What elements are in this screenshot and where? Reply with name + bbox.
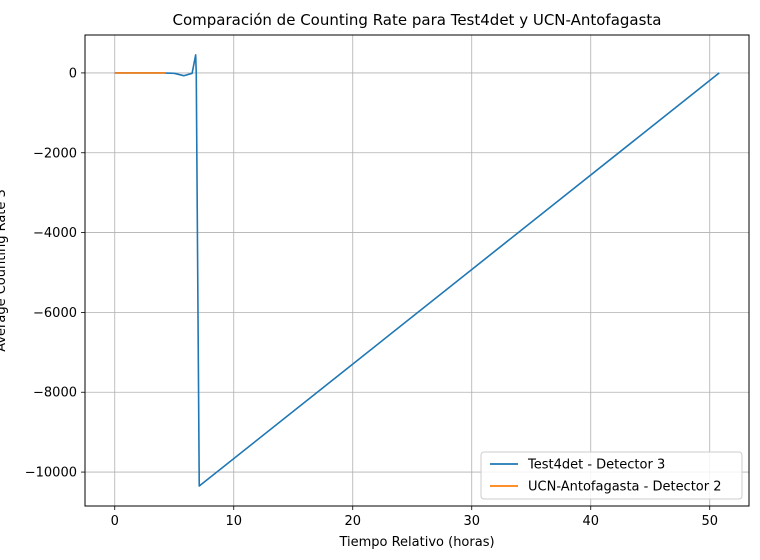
x-tick-label: 20 [344, 514, 361, 529]
series-layer [114, 54, 720, 487]
legend: Test4det - Detector 3 UCN-Antofagasta - D… [480, 451, 743, 500]
plot-frame [84, 34, 750, 507]
x-tick-label: 40 [582, 514, 599, 529]
y-tick-label: −6000 [33, 306, 77, 321]
y-axis-label: Average Counting Rate 3 [0, 189, 9, 352]
legend-label-0: Test4det - Detector 3 [527, 458, 665, 473]
series-line-0 [114, 54, 720, 487]
grid-lines [85, 35, 749, 506]
x-tick-label: 30 [463, 514, 480, 529]
legend-box [480, 451, 743, 500]
axis-ticks: 0 10 20 30 40 50 0 −2000 −4000 −6000 −8000 −10000 [25, 66, 718, 529]
y-tick-label: −2000 [33, 146, 77, 161]
legend-label-1: UCN-Antofagasta - Detector 2 [528, 480, 722, 495]
x-tick-label: 50 [701, 514, 718, 529]
y-tick-label: −10000 [25, 466, 77, 481]
x-tick-label: 10 [225, 514, 242, 529]
y-tick-label: −4000 [33, 226, 77, 241]
x-tick-label: 0 [111, 514, 119, 529]
y-tick-label: 0 [69, 66, 77, 81]
x-axis-label: Tiempo Relativo (horas) [338, 535, 494, 550]
y-tick-label: −8000 [33, 386, 77, 401]
chart-title: Comparación de Counting Rate para Test4d… [172, 11, 661, 29]
